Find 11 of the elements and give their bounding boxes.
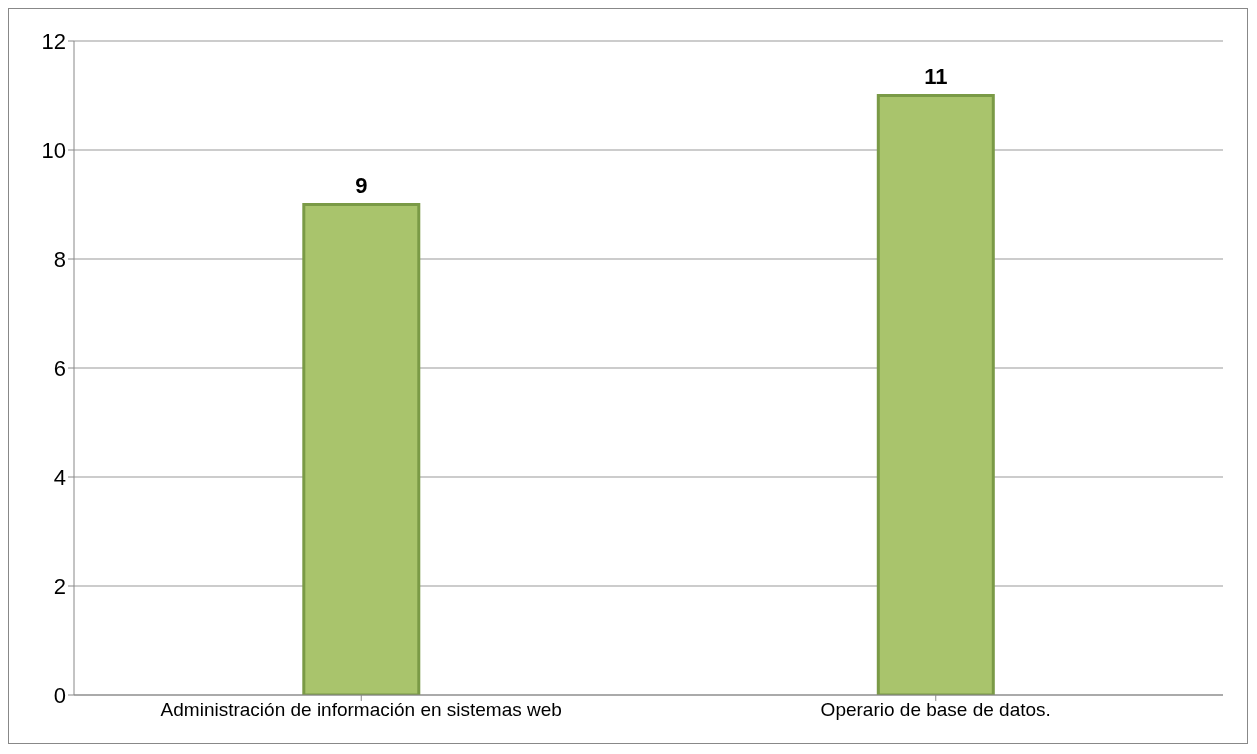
y-tick-label: 2	[53, 573, 66, 599]
x-tick-label: Administración de información en sistemas web	[160, 699, 562, 721]
y-tick-label: 10	[41, 137, 66, 163]
x-tick-label: Operario de base de datos.	[820, 699, 1051, 721]
data-label: 9	[355, 172, 368, 198]
y-tick-label: 0	[53, 682, 66, 708]
y-tick-label: 4	[53, 464, 66, 490]
data-label: 11	[924, 63, 948, 89]
y-tick-label: 12	[41, 28, 66, 54]
y-tick-label: 6	[53, 355, 66, 381]
y-tick-label: 8	[53, 246, 66, 272]
